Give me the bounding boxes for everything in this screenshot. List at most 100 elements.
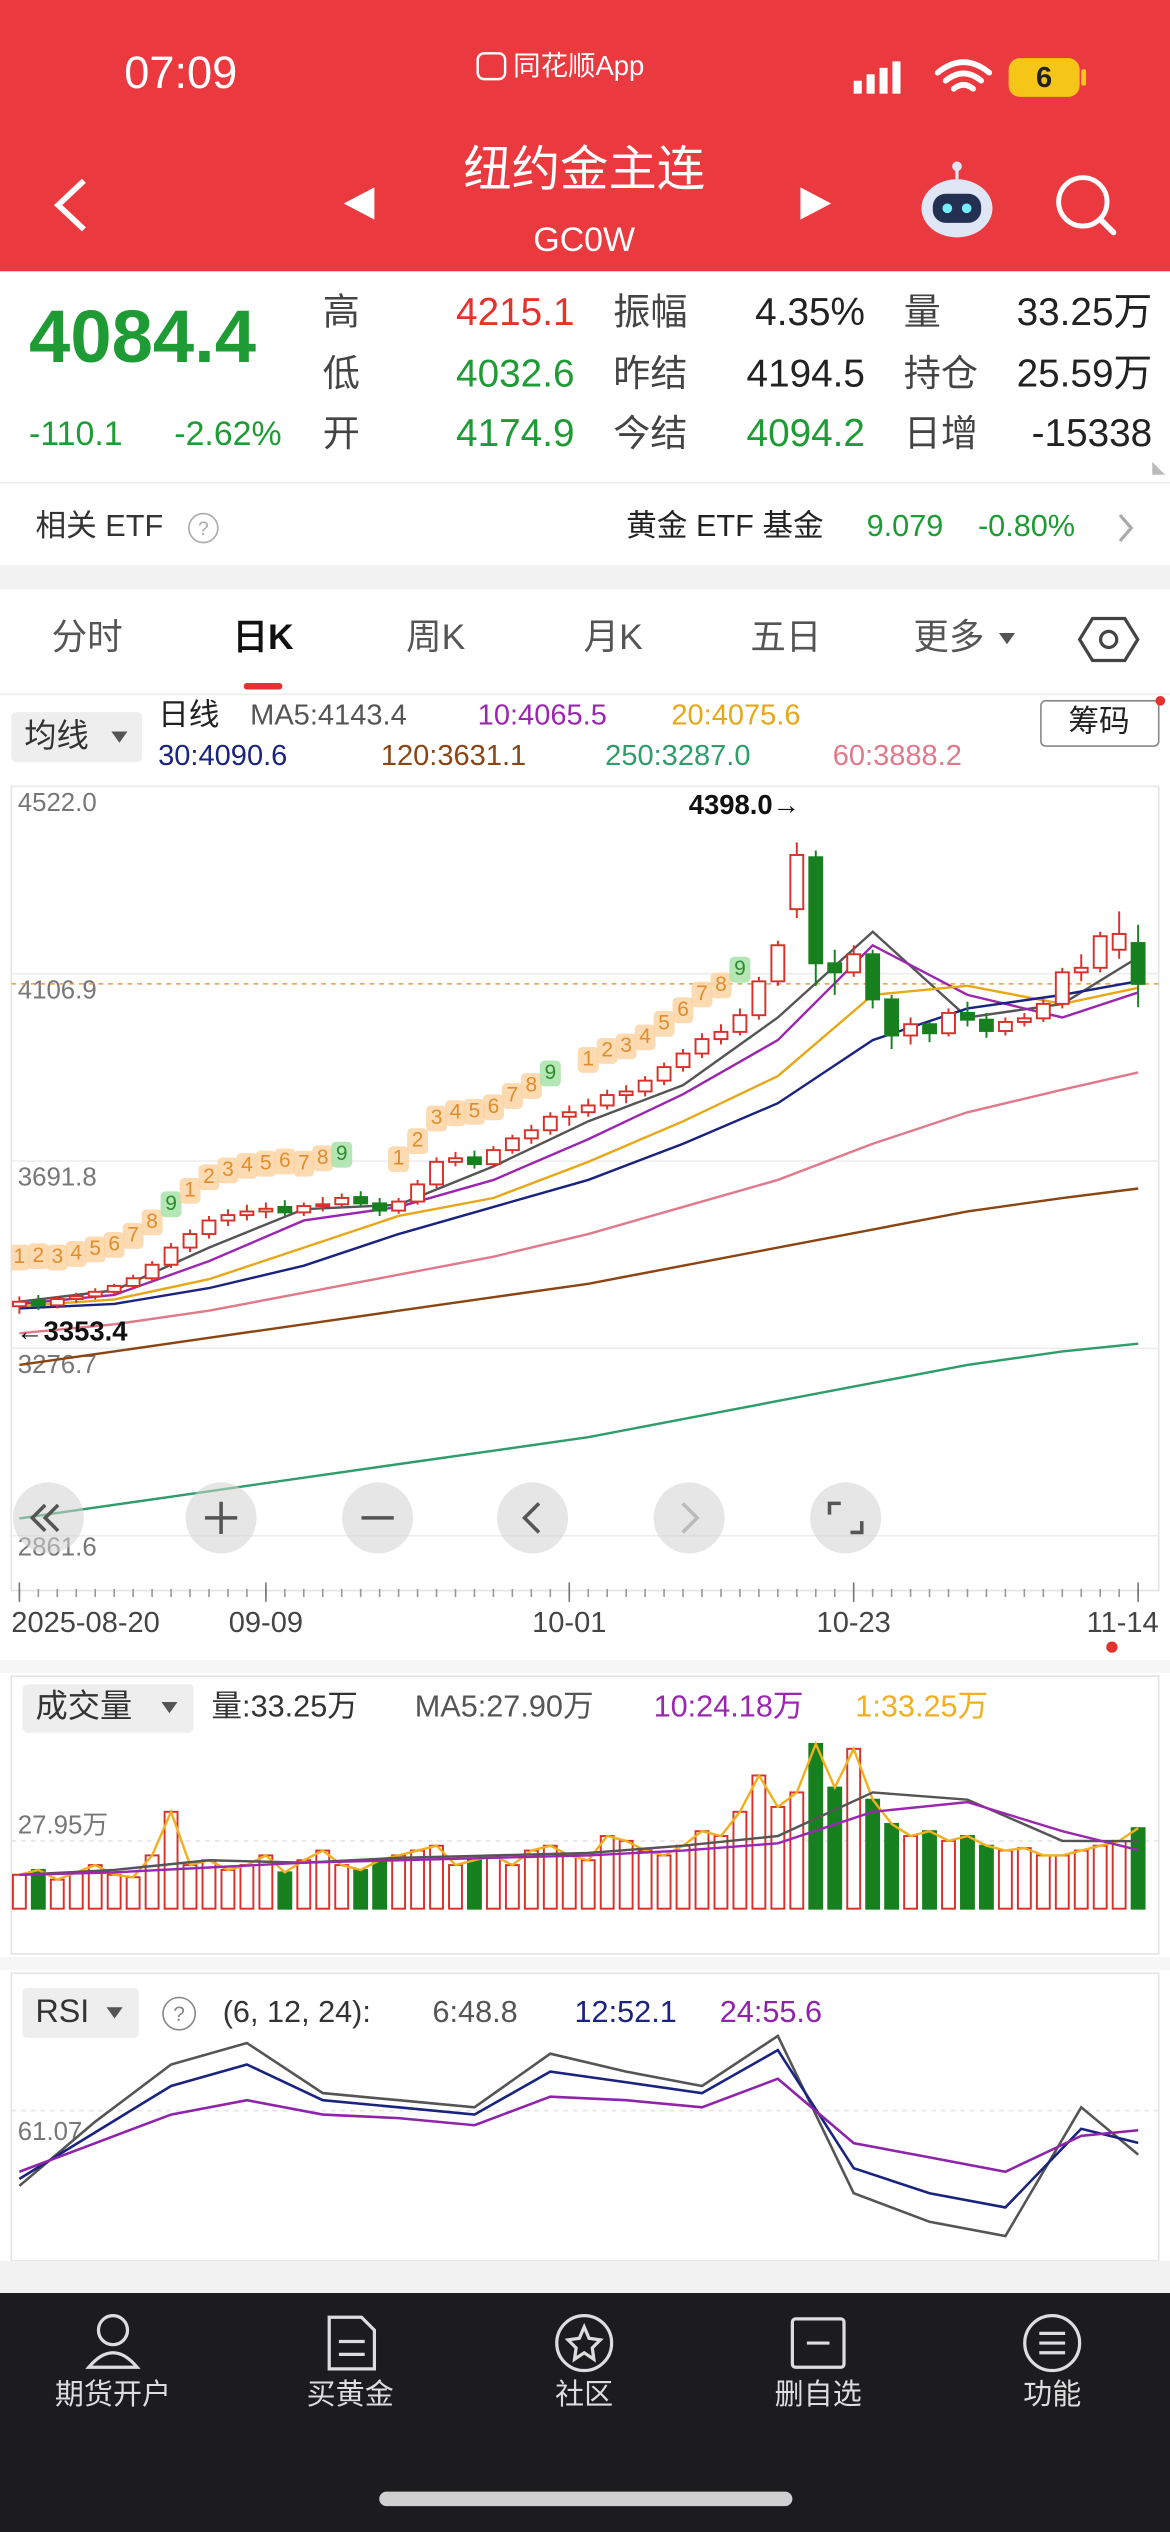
volume-selector[interactable] — [22, 1684, 194, 1733]
td-badge — [198, 1164, 220, 1191]
td-badge — [596, 1037, 618, 1064]
field-value: 4215.1 — [456, 291, 574, 334]
candle-body — [846, 953, 862, 974]
rsi-line — [18, 2048, 1139, 2209]
chip-button[interactable] — [1040, 700, 1160, 747]
nav-item[interactable]: 删自选 — [775, 2378, 862, 2411]
chart-control[interactable] — [497, 1482, 569, 1554]
ma-legend: 30:4090.6 — [158, 740, 287, 772]
td-badge — [65, 1241, 87, 1267]
settings-button[interactable] — [1077, 616, 1140, 663]
candle-body — [391, 1200, 407, 1212]
candle-body — [865, 953, 881, 1001]
td-count: 9 — [336, 1142, 348, 1165]
status-app: 同花顺App — [513, 50, 644, 81]
chart-control-icon — [29, 1503, 60, 1533]
status-time: 07:09 — [124, 47, 237, 98]
chart-control[interactable] — [653, 1482, 725, 1554]
td-count: 8 — [526, 1074, 538, 1097]
td-count: 4 — [70, 1242, 82, 1265]
chart-control-icon — [827, 1501, 864, 1535]
rsi-selector[interactable] — [22, 1987, 139, 2038]
help-icon[interactable] — [188, 512, 219, 544]
candle-body — [429, 1160, 444, 1186]
help-icon[interactable] — [162, 1996, 197, 2031]
volume-legend: 1:33.25万 — [855, 1690, 988, 1724]
ma-selector[interactable] — [11, 712, 143, 763]
volume-bar — [808, 1743, 824, 1910]
field-value: 4174.9 — [456, 412, 574, 455]
settings-dot — [1098, 629, 1119, 650]
nav-item[interactable]: 功能 — [1023, 2378, 1081, 2411]
y-tick-label: 27.95万 — [18, 1811, 108, 1839]
volume-ma — [19, 1800, 1139, 1876]
candle-body — [448, 1157, 463, 1163]
tab[interactable]: 分时 — [52, 617, 123, 657]
volume-bar — [315, 1849, 331, 1910]
td-count: 9 — [165, 1192, 177, 1215]
nav-item[interactable]: 买黄金 — [307, 2378, 394, 2411]
chart-control-icon — [521, 1502, 541, 1534]
field-value: 4.35% — [755, 291, 865, 334]
ma-line — [19, 1187, 1139, 1367]
candle-body — [789, 854, 805, 911]
volume-bar — [353, 1868, 369, 1910]
td-badge — [27, 1243, 49, 1270]
candle-body — [1016, 1017, 1032, 1023]
tab[interactable]: 月K — [584, 617, 643, 657]
assistant-icon[interactable] — [921, 161, 993, 238]
candle-body — [884, 998, 900, 1037]
y-tick-label: 3691.8 — [18, 1164, 97, 1192]
candle-body — [941, 1011, 956, 1035]
search-button[interactable] — [1056, 175, 1117, 236]
candle-body — [30, 1299, 46, 1307]
volume-bar — [846, 1747, 862, 1910]
last-price: 4084.4 — [29, 295, 256, 378]
rsi-line — [18, 2077, 1139, 2174]
field-value: -15338 — [1032, 412, 1153, 455]
td-badge — [407, 1128, 429, 1155]
td-count: 4 — [639, 1025, 651, 1048]
volume-bar — [106, 1873, 122, 1910]
td-count: 7 — [298, 1151, 310, 1174]
prev-contract[interactable] — [343, 187, 375, 220]
volume-bar — [429, 1844, 444, 1910]
field-label: 昨结 — [613, 352, 687, 394]
notify-dot — [1155, 695, 1166, 706]
candle-body — [1111, 932, 1127, 951]
next-contract[interactable] — [800, 187, 832, 220]
td-badge — [141, 1209, 163, 1236]
nav-item[interactable]: 社区 — [555, 2378, 613, 2411]
td-count: 1 — [14, 1245, 26, 1268]
chart-control[interactable] — [12, 1482, 84, 1554]
volume-bar — [504, 1864, 520, 1910]
candle-body — [713, 1030, 729, 1041]
tab[interactable]: 周K — [406, 617, 465, 657]
rsi-legend: 12:52.1 — [575, 1995, 677, 2029]
td-badge — [236, 1153, 258, 1179]
candle-body — [637, 1079, 653, 1093]
volume-bar — [827, 1786, 843, 1910]
x-tick-label: 11-14 — [1087, 1607, 1159, 1639]
tab[interactable]: 日K — [232, 617, 293, 657]
volume-bar — [599, 1835, 615, 1910]
volume-bar — [11, 1873, 27, 1910]
etf-name[interactable]: 黄金 ETF 基金 — [626, 509, 824, 543]
td-count: 2 — [412, 1129, 424, 1152]
nav-item[interactable]: 期货开户 — [55, 2378, 171, 2411]
etf-change: -0.80% — [978, 509, 1075, 543]
etf-chevron[interactable] — [1118, 514, 1134, 543]
td-badge — [426, 1105, 448, 1132]
td-badge — [84, 1236, 106, 1263]
chart-control[interactable] — [810, 1482, 882, 1554]
candle-body — [68, 1295, 84, 1301]
back-button[interactable] — [53, 178, 86, 232]
dropdown-arrow — [161, 1701, 178, 1714]
ma-legend: 60:3888.2 — [833, 740, 962, 772]
tab[interactable]: 更多 — [913, 617, 984, 657]
app-icon — [476, 52, 507, 81]
candle-body — [732, 1014, 748, 1033]
candle-body — [1130, 942, 1146, 985]
tab[interactable]: 五日 — [750, 617, 821, 657]
td-count: 3 — [620, 1034, 632, 1057]
